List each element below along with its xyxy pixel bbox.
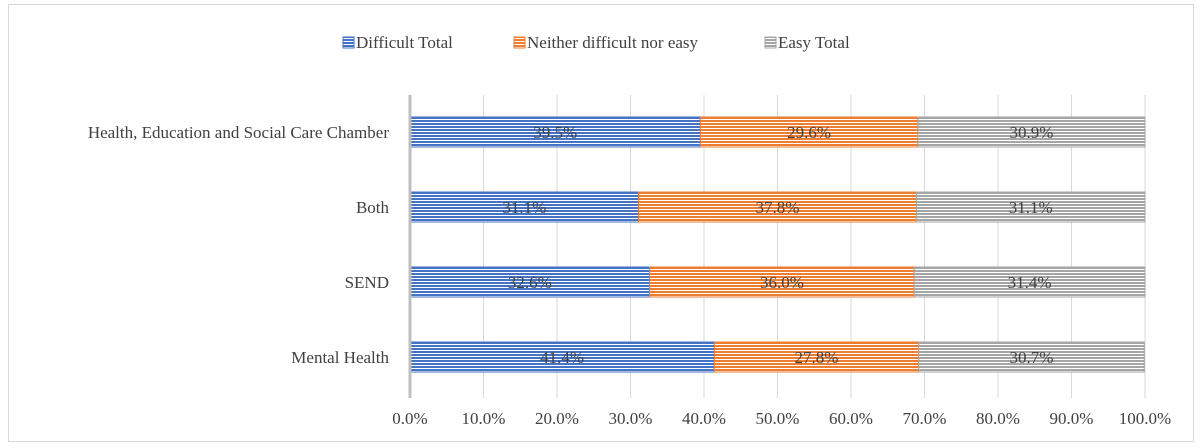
- legend: Difficult Total Neither difficult nor eas…: [342, 33, 850, 52]
- data-label: 31.4%: [1008, 273, 1052, 292]
- data-label: 29.6%: [787, 123, 831, 142]
- bar-segment: [913, 266, 1146, 298]
- legend-item: Neither difficult nor easy: [513, 33, 699, 52]
- data-label: 41.4%: [540, 348, 584, 367]
- data-label: 32.6%: [508, 273, 552, 292]
- bar-segment: [638, 191, 917, 223]
- x-tick-label: 10.0%: [462, 409, 506, 428]
- bar-segment: [918, 341, 1145, 373]
- bar-segment: [699, 116, 919, 148]
- legend-swatch: [342, 36, 355, 49]
- x-tick-label: 60.0%: [829, 409, 873, 428]
- data-label: 39.5%: [533, 123, 577, 142]
- bar-segment: [409, 116, 701, 148]
- legend-item: Difficult Total: [342, 33, 453, 52]
- legend-label: Neither difficult nor easy: [527, 33, 699, 52]
- bar-segment: [917, 116, 1146, 148]
- x-tick-label: 70.0%: [903, 409, 947, 428]
- data-label: 37.8%: [756, 198, 800, 217]
- legend-item: Easy Total: [764, 33, 850, 52]
- x-tick-label: 30.0%: [609, 409, 653, 428]
- bar-segment: [915, 191, 1146, 223]
- legend-swatch: [764, 36, 777, 49]
- data-label: 30.7%: [1009, 348, 1053, 367]
- x-tick-label: 20.0%: [535, 409, 579, 428]
- legend-swatch: [513, 36, 526, 49]
- x-tick-labels: 0.0% 10.0% 20.0% 30.0% 40.0% 50.0% 60.0% 70.0% 8…: [392, 409, 1171, 428]
- x-tick-label: 90.0%: [1050, 409, 1094, 428]
- category-label: Both: [356, 198, 390, 217]
- legend-label: Easy Total: [778, 33, 850, 52]
- bar-segment: [649, 266, 915, 298]
- x-tick-label: 40.0%: [682, 409, 726, 428]
- x-tick-label: 0.0%: [392, 409, 427, 428]
- data-label: 36.0%: [760, 273, 804, 292]
- bar-segment: [409, 266, 651, 298]
- legend-label: Difficult Total: [356, 33, 453, 52]
- data-label: 31.1%: [1009, 198, 1053, 217]
- category-label: Health, Education and Social Care Chambe…: [88, 123, 390, 142]
- category-label: Mental Health: [291, 348, 389, 367]
- category-labels: Health, Education and Social Care Chambe…: [88, 123, 390, 367]
- data-label: 31.1%: [502, 198, 546, 217]
- bars: 39.5% 29.6% 30.9% 31.1% 37.8% 31.1% 32.6% 36.0%…: [409, 116, 1146, 373]
- data-label: 27.8%: [794, 348, 838, 367]
- category-label: SEND: [345, 273, 389, 292]
- bar-segment: [713, 341, 920, 373]
- x-tick-label: 80.0%: [976, 409, 1020, 428]
- data-label: 30.9%: [1009, 123, 1053, 142]
- x-tick-label: 50.0%: [756, 409, 800, 428]
- x-tick-label: 100.0%: [1119, 409, 1171, 428]
